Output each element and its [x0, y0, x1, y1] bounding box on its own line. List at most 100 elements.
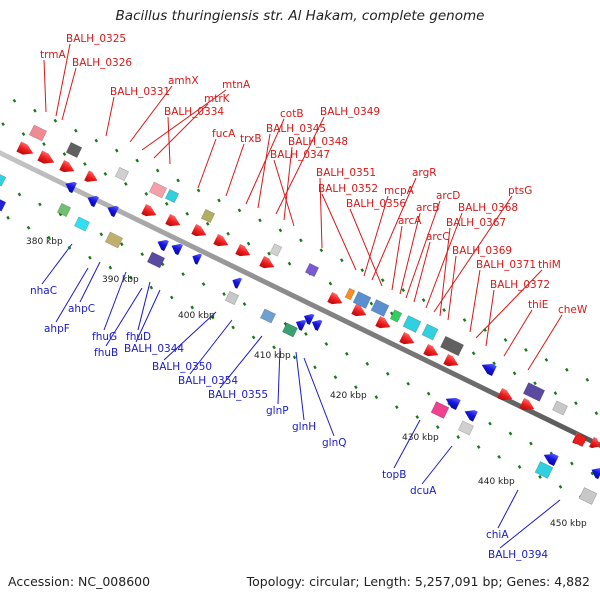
- cds-box: [522, 382, 546, 402]
- scale-tick: [205, 221, 210, 226]
- scale-tick: [251, 335, 256, 340]
- gene-label-chew: cheW: [558, 304, 588, 316]
- scale-tick: [155, 168, 160, 173]
- reverse-gene-arrow: [303, 313, 315, 325]
- scale-tick: [258, 218, 262, 223]
- scale-tick: [553, 391, 558, 396]
- scale-label: 440 kbp: [478, 477, 515, 487]
- gene-label-balh_0372: BALH_0372: [490, 279, 550, 291]
- cds-box: [114, 166, 130, 182]
- cds-box: [146, 251, 166, 269]
- scale-tick: [222, 292, 226, 296]
- forward-gene-arrow: [443, 353, 459, 367]
- gene-label-glnh: glnH: [292, 421, 316, 433]
- leader-line: [485, 289, 495, 347]
- cds-box: [0, 198, 7, 212]
- scale-tick: [144, 191, 149, 196]
- gene-label-balh_0325: BALH_0325: [66, 33, 126, 45]
- leader-line: [189, 319, 233, 375]
- reverse-gene-arrow: [591, 467, 600, 480]
- forward-gene-arrow: [259, 255, 275, 269]
- cds-box: [304, 262, 320, 278]
- leader-line: [41, 243, 73, 285]
- scale-tick: [421, 298, 426, 303]
- gene-label-balh_0350: BALH_0350: [152, 361, 212, 373]
- scale-tick: [267, 251, 271, 256]
- scale-tick: [488, 421, 492, 426]
- leader-line: [197, 138, 217, 189]
- gene-label-balh_0326: BALH_0326: [72, 57, 132, 69]
- scale-tick: [492, 361, 496, 366]
- leader-line: [273, 159, 295, 227]
- cds-box: [200, 208, 216, 224]
- leader-line: [105, 96, 115, 137]
- scale-tick: [123, 181, 128, 186]
- leader-line: [405, 200, 441, 299]
- cds-box: [104, 231, 124, 249]
- cds-box: [269, 243, 283, 257]
- leader-line: [447, 255, 457, 321]
- gene-label-fhud: fhuD: [126, 331, 151, 343]
- scale-tick: [304, 331, 308, 336]
- reverse-gene-arrow: [445, 397, 461, 411]
- gene-label-fuca: fucA: [212, 128, 236, 140]
- leader-line: [527, 314, 563, 371]
- gene-label-balh_0354: BALH_0354: [178, 375, 238, 387]
- gene-label-glnq: glnQ: [322, 437, 347, 449]
- scale-tick: [471, 351, 476, 356]
- cds-box: [578, 487, 598, 505]
- scale-tick: [590, 471, 595, 476]
- gene-label-balh_0394: BALH_0394: [488, 549, 548, 561]
- leader-line: [55, 43, 71, 117]
- leader-line: [321, 193, 357, 271]
- scale-labels: 380 kbp 390 kbp 400 kbp 410 kbp 420 kbp 430 k…: [26, 237, 587, 529]
- gene-label-nhac: nhaC: [30, 285, 57, 297]
- leader-line: [469, 269, 481, 333]
- cds-box: [28, 124, 48, 142]
- forward-gene-arrow: [497, 387, 513, 401]
- scale-tick: [83, 162, 87, 166]
- cds-box: [389, 309, 403, 323]
- leader-line: [413, 241, 431, 303]
- scale-tick: [292, 355, 297, 360]
- scale-tick: [374, 395, 379, 400]
- scale-tick: [324, 341, 329, 346]
- forward-gene-arrow: [59, 159, 75, 173]
- leader-line: [399, 212, 421, 295]
- leader-line: [141, 89, 227, 151]
- gene-label-argr: argR: [412, 167, 437, 179]
- reverse-gene-arrow: [192, 253, 203, 265]
- scale-tick: [319, 248, 324, 253]
- leader-line: [137, 281, 151, 331]
- gene-label-amhx: amhX: [168, 75, 199, 87]
- cds-box: [552, 400, 568, 416]
- scale-tick: [103, 172, 108, 176]
- scale-tick: [517, 465, 522, 469]
- scale-label: 380 kbp: [26, 237, 63, 247]
- leader-line: [105, 287, 143, 347]
- reverse-gene-arrow: [65, 181, 77, 194]
- scale-tick: [217, 198, 221, 203]
- scale-tick: [88, 255, 92, 260]
- leader-line: [55, 267, 89, 323]
- scale-tick: [369, 301, 374, 306]
- leader-line: [421, 445, 453, 485]
- reverse-gene-arrow: [311, 319, 323, 331]
- forward-gene-arrow: [327, 291, 343, 305]
- leader-line: [371, 177, 417, 281]
- gene-label-trma: trmA: [40, 49, 66, 61]
- gene-label-glnp: glnP: [266, 405, 289, 417]
- scale-tick: [570, 461, 574, 466]
- leader-line: [219, 335, 263, 389]
- cds-box: [458, 420, 474, 436]
- scale-tick: [62, 152, 67, 156]
- scale-tick: [538, 474, 542, 479]
- scale-tick: [476, 445, 481, 449]
- scale-tick: [17, 192, 22, 197]
- scale-tick: [246, 241, 251, 246]
- scale-tick: [287, 261, 292, 266]
- gene-label-ahpf: ahpF: [44, 323, 70, 335]
- scale-tick: [565, 367, 569, 372]
- leader-line: [391, 225, 403, 291]
